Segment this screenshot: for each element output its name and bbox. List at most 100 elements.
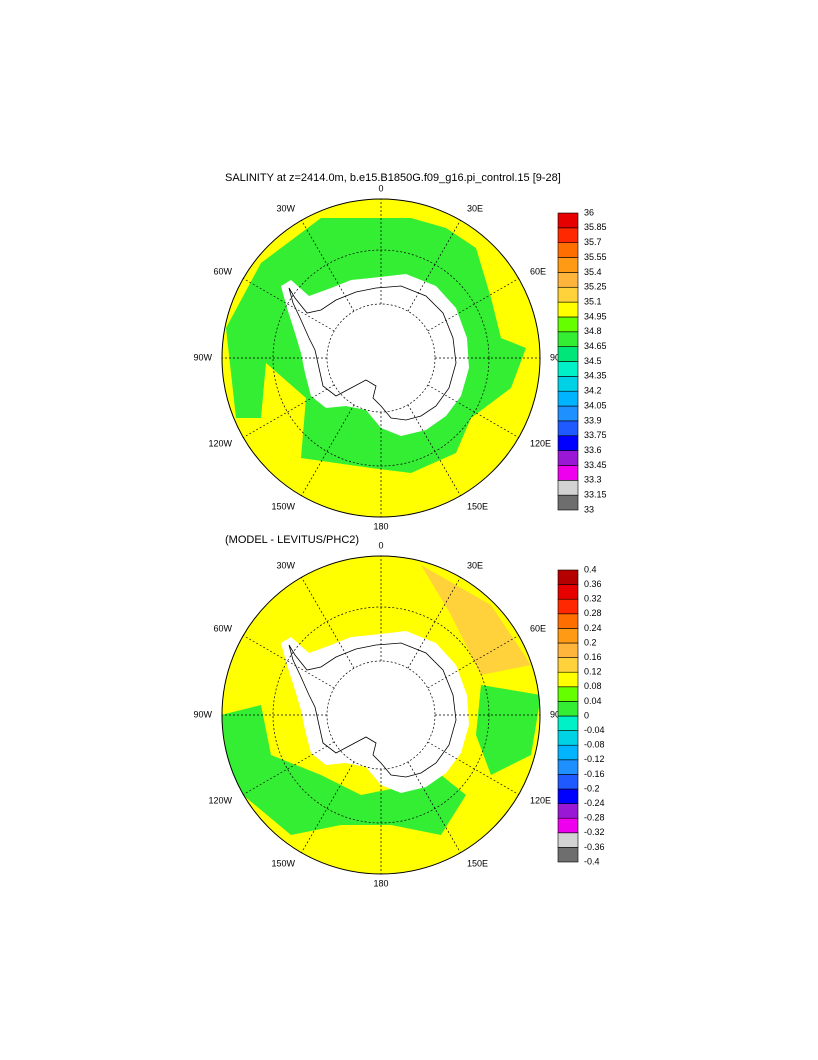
- map-border: [221, 198, 541, 518]
- ocean-region: [476, 685, 540, 775]
- colorbar-box: [557, 817, 579, 834]
- lon-line: [301, 404, 355, 496]
- colorbar-box: [557, 584, 579, 600]
- colorbar-label: 35.25: [584, 282, 607, 292]
- colorbar-label: 34.2: [584, 386, 602, 396]
- colorbar-box: [557, 788, 579, 804]
- colorbar-label: -0.36: [584, 842, 605, 852]
- colorbar-label: 35.85: [584, 222, 607, 232]
- colorbar-box: [557, 405, 579, 422]
- map-panel: (MODEL - LEVITUS/PHC2)030E60E90E120E150E…: [193, 534, 604, 888]
- lon-label: 0: [378, 540, 383, 550]
- lon-line: [427, 278, 519, 332]
- antarctica: [288, 642, 457, 778]
- colorbar-label: 33.75: [584, 430, 607, 440]
- colorbar-box: [557, 494, 579, 511]
- colorbar-label: 33.15: [584, 490, 607, 500]
- map-panel: SALINITY at z=2414.0m, b.e15.B1850G.f09_…: [193, 172, 606, 531]
- lon-line: [243, 741, 335, 795]
- lon-label: 180: [373, 521, 388, 531]
- colorbar-box: [557, 301, 579, 318]
- colorbar-box: [557, 212, 579, 229]
- lon-label: 0: [378, 183, 383, 193]
- lon-line: [407, 220, 461, 312]
- colorbar-box: [557, 715, 579, 731]
- antarctica: [288, 285, 457, 421]
- panel-title: (MODEL - LEVITUS/PHC2): [225, 534, 359, 546]
- colorbar-box: [557, 671, 579, 688]
- colorbar-box: [557, 479, 579, 496]
- lon-label: 150E: [467, 501, 488, 511]
- colorbar-label: 0.36: [584, 579, 602, 589]
- lon-label: 120E: [530, 438, 551, 448]
- lon-label: 30W: [276, 203, 295, 213]
- colorbar-box: [557, 774, 579, 790]
- lon-label: 150W: [271, 501, 295, 511]
- lon-label: 60W: [214, 623, 233, 633]
- colorbar-label: 35.55: [584, 252, 607, 262]
- colorbar-box: [557, 272, 579, 288]
- lon-label: 60W: [214, 266, 233, 276]
- map-fill: [222, 199, 540, 517]
- colorbar-box: [557, 657, 579, 673]
- colorbar-box: [557, 361, 579, 377]
- lon-label: 30E: [467, 203, 483, 213]
- lon-label: 60E: [530, 266, 546, 276]
- colorbar-label: -0.28: [584, 813, 605, 823]
- lon-label: 90W: [193, 709, 212, 719]
- colorbar-label: 34.8: [584, 326, 602, 336]
- colorbar-box: [557, 832, 579, 848]
- lon-label: 150W: [271, 858, 295, 868]
- colorbar-label: 0: [584, 710, 589, 720]
- lon-label: 120W: [209, 795, 233, 805]
- map-border: [221, 555, 541, 875]
- colorbar-box: [557, 450, 579, 466]
- colorbar-box: [557, 257, 579, 273]
- map-fill: [222, 556, 540, 874]
- colorbar-label: 34.65: [584, 341, 607, 351]
- colorbar-label: 0.28: [584, 608, 602, 618]
- lon-line: [301, 761, 355, 853]
- colorbar-label: 33.6: [584, 445, 602, 455]
- colorbar-label: -0.16: [584, 769, 605, 779]
- lon-label: 180: [373, 878, 388, 888]
- colorbar-label: 35.4: [584, 267, 602, 277]
- lon-line: [243, 384, 335, 438]
- colorbar-label: -0.12: [584, 754, 605, 764]
- lon-label: 120W: [209, 438, 233, 448]
- colorbar-box: [557, 465, 579, 481]
- lon-line: [301, 220, 355, 312]
- colorbar-box: [557, 847, 579, 863]
- colorbar-label: 34.5: [584, 356, 602, 366]
- lon-line: [301, 577, 355, 669]
- colorbar-label: 0.32: [584, 594, 602, 604]
- lon-label: 150E: [467, 858, 488, 868]
- colorbar-label: -0.24: [584, 798, 605, 808]
- colorbar-label: 0.16: [584, 652, 602, 662]
- ocean-region: [421, 565, 531, 675]
- colorbar-box: [557, 390, 579, 407]
- colorbar-label: 33: [584, 504, 594, 514]
- colorbar-box: [557, 613, 579, 629]
- lon-line: [243, 635, 335, 689]
- colorbar-label: -0.08: [584, 740, 605, 750]
- lon-line: [407, 761, 461, 853]
- lon-line: [427, 635, 519, 689]
- colorbar-label: 0.04: [584, 696, 602, 706]
- colorbar-box: [557, 376, 579, 392]
- colorbar-box: [557, 420, 579, 437]
- lon-line: [243, 278, 335, 332]
- colorbar-box: [557, 346, 579, 362]
- colorbar-box: [557, 331, 579, 347]
- lon-line: [427, 741, 519, 795]
- colorbar-label: -0.32: [584, 827, 605, 837]
- colorbar-box: [557, 744, 579, 761]
- panel-title: SALINITY at z=2414.0m, b.e15.B1850G.f09_…: [225, 172, 561, 184]
- lon-line: [407, 577, 461, 669]
- lon-label: 30E: [467, 560, 483, 570]
- lon-line: [427, 384, 519, 438]
- colorbar-label: 34.05: [584, 400, 607, 410]
- colorbar-box: [557, 242, 579, 258]
- lon-label: 120E: [530, 795, 551, 805]
- colorbar-box: [557, 598, 579, 615]
